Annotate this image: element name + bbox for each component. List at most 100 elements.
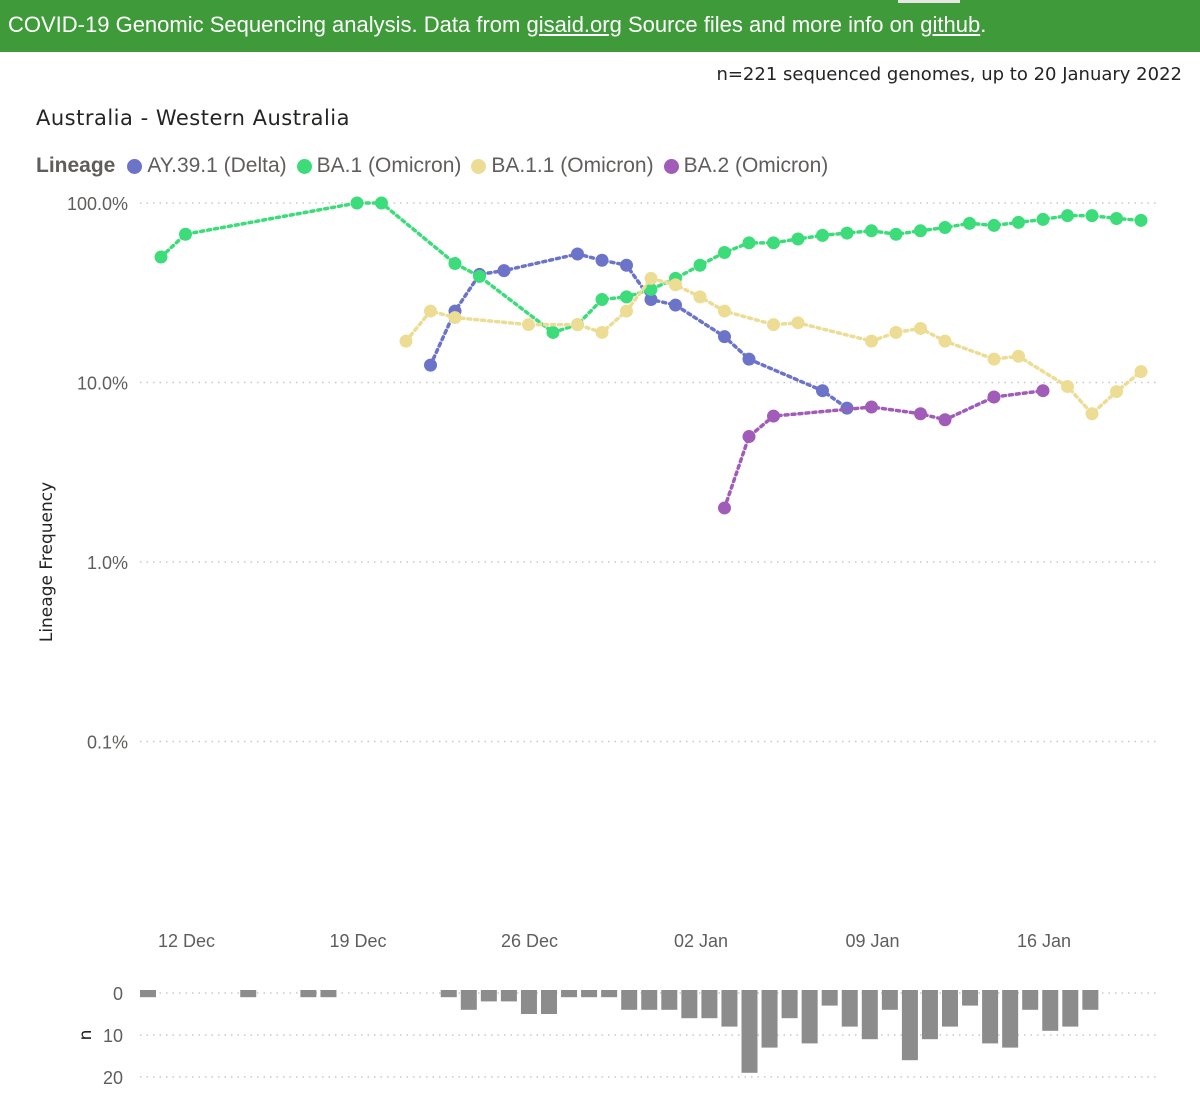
data-point[interactable] (522, 318, 535, 332)
data-point[interactable] (669, 298, 682, 312)
count-bar[interactable] (661, 990, 678, 1010)
data-point[interactable] (350, 196, 364, 210)
data-point[interactable] (889, 325, 903, 339)
data-point[interactable] (767, 318, 780, 332)
data-point[interactable] (620, 304, 633, 318)
data-point[interactable] (644, 271, 658, 285)
count-bar[interactable] (962, 990, 979, 1006)
data-point[interactable] (1036, 212, 1050, 226)
data-point[interactable] (620, 258, 633, 272)
data-point[interactable] (375, 196, 388, 210)
data-point[interactable] (1036, 384, 1050, 398)
data-point[interactable] (424, 358, 437, 372)
count-bar[interactable] (300, 990, 317, 998)
data-point[interactable] (938, 413, 952, 427)
count-bar[interactable] (881, 990, 898, 1010)
github-link[interactable]: github (920, 12, 981, 37)
legend-item-ay39-1[interactable]: AY.39.1 (Delta) (127, 154, 287, 178)
count-bar[interactable] (982, 990, 999, 1044)
data-point[interactable] (1134, 213, 1148, 227)
data-point[interactable] (938, 334, 952, 348)
data-point[interactable] (1134, 365, 1148, 379)
count-bar[interactable] (821, 990, 838, 1006)
count-bar[interactable] (1002, 990, 1019, 1048)
gisaid-link[interactable]: gisaid.org (526, 12, 622, 37)
data-point[interactable] (767, 409, 780, 423)
data-point[interactable] (987, 352, 1001, 366)
data-point[interactable] (1012, 215, 1025, 229)
data-point[interactable] (669, 278, 682, 292)
data-point[interactable] (718, 304, 731, 318)
data-point[interactable] (718, 245, 731, 259)
data-point[interactable] (914, 224, 927, 238)
count-bar[interactable] (621, 990, 638, 1010)
count-bar[interactable] (561, 990, 578, 998)
legend-item-ba1-1[interactable]: BA.1.1 (Omicron) (471, 154, 654, 178)
data-point[interactable] (1085, 407, 1099, 421)
data-point[interactable] (473, 269, 486, 283)
data-point[interactable] (987, 390, 1001, 404)
count-bar[interactable] (701, 990, 718, 1019)
count-bar[interactable] (520, 990, 537, 1014)
count-bar[interactable] (320, 990, 337, 998)
data-point[interactable] (865, 334, 878, 348)
count-bar[interactable] (841, 990, 858, 1027)
count-bar[interactable] (901, 990, 918, 1061)
count-bar[interactable] (601, 990, 618, 998)
count-bar[interactable] (741, 990, 758, 1073)
data-point[interactable] (767, 236, 780, 250)
data-point[interactable] (742, 430, 756, 444)
count-bar[interactable] (681, 990, 698, 1019)
data-point[interactable] (424, 304, 437, 318)
data-point[interactable] (1061, 209, 1074, 223)
legend-item-ba1[interactable]: BA.1 (Omicron) (296, 154, 461, 178)
data-point[interactable] (546, 325, 560, 339)
count-bar[interactable] (440, 990, 457, 998)
data-point[interactable] (179, 227, 192, 241)
count-bar[interactable] (861, 990, 878, 1040)
data-point[interactable] (914, 321, 927, 335)
data-point[interactable] (693, 290, 707, 304)
count-bar[interactable] (500, 990, 517, 1002)
data-point[interactable] (571, 318, 584, 332)
data-point[interactable] (816, 384, 829, 398)
data-point[interactable] (620, 290, 633, 304)
data-point[interactable] (1012, 349, 1025, 363)
data-point[interactable] (914, 407, 927, 421)
data-point[interactable] (1110, 385, 1123, 399)
data-point[interactable] (938, 221, 952, 235)
count-bar[interactable] (581, 990, 598, 998)
data-point[interactable] (718, 501, 731, 515)
data-point[interactable] (644, 292, 658, 306)
data-point[interactable] (791, 316, 805, 330)
count-bar[interactable] (781, 990, 798, 1019)
data-point[interactable] (963, 216, 976, 230)
data-point[interactable] (718, 330, 731, 344)
count-bar[interactable] (801, 990, 818, 1044)
count-bar[interactable] (140, 990, 156, 998)
data-point[interactable] (987, 218, 1001, 232)
data-point[interactable] (693, 258, 707, 272)
data-point[interactable] (154, 250, 168, 264)
data-point[interactable] (840, 226, 854, 240)
data-point[interactable] (595, 253, 609, 267)
data-point[interactable] (816, 228, 829, 242)
count-bar[interactable] (1062, 990, 1079, 1027)
legend-item-ba2[interactable]: BA.2 (Omicron) (663, 154, 828, 178)
data-point[interactable] (1085, 209, 1099, 223)
count-bar[interactable] (942, 990, 958, 1027)
count-bar[interactable] (480, 990, 497, 1002)
data-point[interactable] (571, 247, 584, 261)
data-point[interactable] (497, 264, 511, 278)
data-point[interactable] (644, 282, 658, 296)
data-point[interactable] (595, 292, 609, 306)
data-point[interactable] (1110, 211, 1123, 225)
count-bar[interactable] (1082, 990, 1099, 1010)
data-point[interactable] (791, 232, 805, 246)
data-point[interactable] (889, 227, 903, 241)
data-point[interactable] (595, 325, 609, 339)
data-point[interactable] (448, 257, 462, 271)
data-point[interactable] (448, 311, 462, 325)
count-bar[interactable] (761, 990, 778, 1048)
count-bar[interactable] (641, 990, 658, 1010)
